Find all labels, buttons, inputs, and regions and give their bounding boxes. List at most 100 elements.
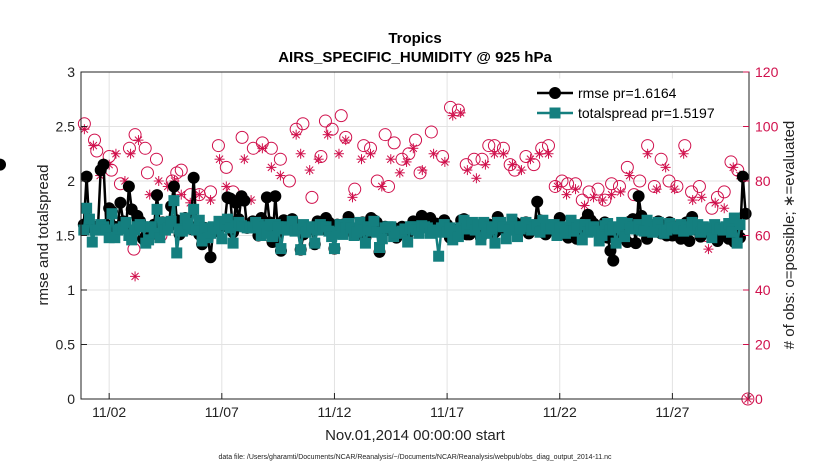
spread-point <box>165 215 177 227</box>
data-file-footer: data file: /Users/gharamti/Documents/NCA… <box>218 454 612 461</box>
obs-evaluated-marker <box>176 189 187 200</box>
y2-tick-label: 60 <box>755 228 771 244</box>
obs-evaluated-stroke <box>688 196 697 204</box>
x-tick-label: 11/22 <box>543 404 577 420</box>
spread-point <box>402 236 414 248</box>
spread-point <box>557 221 569 233</box>
obs-evaluated-stroke <box>720 204 729 213</box>
spread-point <box>126 234 138 246</box>
rmse-point <box>80 170 93 183</box>
obs-evaluated-marker <box>570 184 581 195</box>
spread-point <box>252 219 264 231</box>
spread-point <box>466 216 478 228</box>
legend-rmse-label: rmse pr=1.6164 <box>578 85 677 101</box>
obs-evaluated-marker <box>498 148 509 159</box>
obs-evaluated-marker <box>516 165 527 176</box>
spread-point <box>295 244 307 256</box>
spread-point <box>351 226 363 238</box>
spread-point <box>261 227 273 239</box>
obs-possible-marker <box>296 117 310 131</box>
obs-evaluated-stroke <box>448 111 457 120</box>
spread-point <box>255 230 267 241</box>
spread-point <box>196 235 208 247</box>
obs-possible-marker <box>705 201 719 215</box>
obs-evaluated-marker <box>385 154 396 165</box>
spread-point <box>619 231 631 243</box>
obs-evaluated-stroke <box>126 149 135 158</box>
spread-point <box>413 227 425 239</box>
spread-point <box>458 214 470 226</box>
spread-point <box>481 227 493 239</box>
y-tick-label: 1.5 <box>56 228 76 244</box>
rmse-point <box>97 158 110 171</box>
spread-point <box>326 231 338 243</box>
obs-evaluated-marker <box>110 148 121 159</box>
spread-point <box>607 221 619 233</box>
obs-evaluated-marker <box>525 154 536 165</box>
spread-point <box>81 202 93 214</box>
obs-evaluated-marker <box>678 148 689 159</box>
spread-point <box>78 224 90 236</box>
spread-point <box>683 224 695 236</box>
obs-evaluated-marker <box>642 148 653 159</box>
obs-possible-marker <box>475 152 489 166</box>
spread-point <box>168 195 180 207</box>
spread-point <box>475 234 487 246</box>
obs-evaluated-marker <box>88 140 99 151</box>
obs-evaluated-marker <box>439 156 450 167</box>
spread-point <box>399 223 411 235</box>
obs-evaluated-stroke <box>472 174 481 183</box>
obs-possible-marker <box>282 174 296 188</box>
spread-point <box>675 219 687 231</box>
spread-point <box>644 219 656 231</box>
obs-evaluated-marker <box>214 154 225 165</box>
x-axis-label: Nov.01,2014 00:00:00 start <box>325 427 506 444</box>
spread-point <box>723 218 735 230</box>
obs-evaluated-marker <box>710 197 721 208</box>
obs-evaluated-marker <box>687 195 698 206</box>
spread-point <box>686 216 698 228</box>
obs-evaluated-stroke <box>463 166 472 174</box>
obs-possible-marker <box>138 141 152 155</box>
spread-point <box>652 216 664 228</box>
rmse-point <box>151 189 164 202</box>
spread-point <box>433 250 445 262</box>
x-tick-label: 11/07 <box>205 404 239 420</box>
obs-evaluated-marker <box>333 148 344 159</box>
rmse-point <box>269 190 282 203</box>
spread-point <box>283 224 295 236</box>
spread-point <box>450 224 462 236</box>
obs-possible-marker <box>582 185 596 199</box>
spread-point <box>185 223 197 235</box>
spread-point <box>512 231 524 243</box>
spread-point <box>509 221 521 233</box>
obs-evaluated-stroke <box>418 166 427 174</box>
obs-evaluated-stroke <box>526 155 535 164</box>
obs-evaluated-marker <box>561 189 572 200</box>
obs-evaluated-stroke <box>607 190 616 199</box>
obs-possible-marker <box>555 174 569 188</box>
y2-axis-label: # of obs: o=possible; ∗=evaluated <box>781 121 798 350</box>
spread-point <box>216 233 228 245</box>
obs-evaluated-stroke <box>335 149 343 158</box>
obs-evaluated-marker <box>347 192 358 203</box>
spread-point <box>193 214 205 226</box>
rmse-point <box>632 190 645 203</box>
obs-evaluated-marker <box>703 244 714 255</box>
obs-evaluated-stroke <box>481 160 490 169</box>
obs-possible-marker <box>654 152 668 166</box>
spread-point <box>354 216 366 228</box>
spread-point <box>190 224 202 236</box>
spread-point <box>602 218 614 230</box>
y-axis-ticks: 0 0.5 1 1.5 2 2.5 3 <box>56 64 87 407</box>
obs-possible-marker <box>211 139 225 153</box>
obs-possible-marker <box>387 136 401 150</box>
obs-possible-marker <box>633 174 647 188</box>
spread-point <box>334 219 346 231</box>
x-tick-label: 11/17 <box>430 404 464 420</box>
obs-evaluated-marker <box>194 189 205 200</box>
spread-point <box>489 237 501 249</box>
obs-evaluated-marker <box>507 159 518 170</box>
obs-possible-marker <box>370 174 384 188</box>
